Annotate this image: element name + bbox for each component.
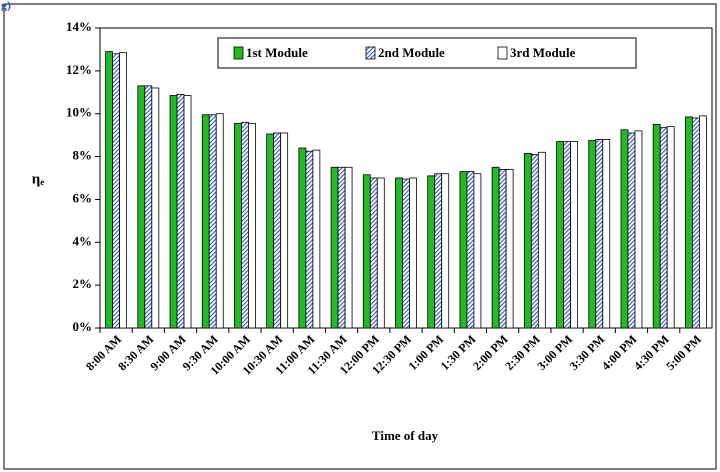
legend-label: 1st Module [246,45,308,60]
bar [691,117,700,329]
legend-box [217,37,637,69]
legend-label: 3rd Module [510,45,576,60]
x-axis-label: Time of day [372,428,439,443]
y-tick-label: 6% [73,190,93,205]
bar [151,87,160,329]
y-tick-label: 10% [66,105,92,120]
bar [234,122,242,329]
bar [505,169,514,329]
bar [595,139,604,329]
bar [666,126,675,329]
bar [312,149,321,329]
y-tick-label: 14% [66,19,92,34]
bar [215,113,224,329]
legend-label: 2nd Module [378,45,445,60]
bar [627,132,636,329]
bar [459,171,468,329]
bar [362,174,371,329]
bar [337,166,346,329]
bar [201,114,210,329]
bar [620,129,629,329]
bar [491,166,500,329]
legend: 1st Module 2nd Module 3rd Module [217,37,637,69]
bar [634,130,643,329]
bar [280,132,289,329]
bar [369,177,378,329]
bar [112,53,121,329]
bar [523,152,532,329]
bar [273,132,282,329]
bar [330,166,339,329]
bar [684,116,693,329]
bar [588,140,597,329]
legend-swatch [497,46,508,60]
bar [248,122,256,329]
legend-swatch [365,46,376,60]
bar [305,150,314,329]
bar [556,141,564,329]
bar [119,52,128,329]
bar [466,171,475,329]
bar [537,151,546,329]
panel-label: g) [1,0,11,12]
bar [652,124,661,329]
legend-swatch [233,46,244,60]
bar [176,94,185,329]
bar [344,166,353,329]
bar [602,139,611,329]
bar [570,141,578,329]
bar [241,121,249,329]
bar [144,85,153,329]
y-axis-label: ηₑ [32,171,45,187]
y-tick-label: 12% [66,62,92,77]
bar [563,141,571,329]
y-tick-label: 0% [73,319,93,334]
bar [409,177,417,329]
bar [659,127,668,329]
bar [427,175,436,329]
bar [266,133,275,329]
bar [376,177,385,329]
bar [137,85,146,329]
bar [441,173,450,329]
bar [530,154,539,329]
bar [395,177,403,329]
y-tick-label: 2% [73,276,93,291]
bar [698,115,707,329]
bar [183,95,192,329]
bar [473,173,482,329]
bar [105,51,114,329]
bar [434,173,443,329]
y-tick-label: 4% [73,233,93,248]
bar [298,147,307,329]
bar [208,114,217,329]
y-tick-label: 8% [73,148,93,163]
bar [498,169,507,329]
bar [402,178,410,329]
bar [169,95,178,329]
